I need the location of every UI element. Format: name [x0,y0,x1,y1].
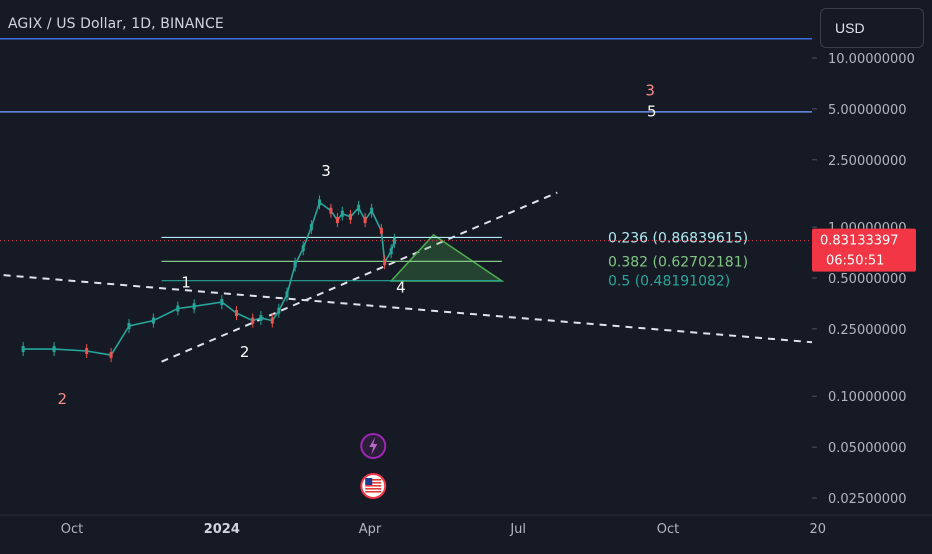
price-point [335,217,339,224]
price-point [389,248,393,255]
lightning-icon [360,433,387,459]
price-point [379,227,383,234]
price-point [259,315,263,322]
x-tick-label: 20 [810,522,827,537]
x-tick-label: Apr [359,522,382,537]
x-tick-label: Oct [657,522,679,537]
fib-level-label: 0.382 (0.62702181) [608,254,748,270]
us-flag-icon [360,473,387,499]
price-point [85,348,89,355]
price-point [318,199,322,206]
y-tick-label: 0.05000000 [828,441,907,456]
price-series [23,201,396,356]
y-tick-label: 0.10000000 [828,390,907,405]
wave-label: 2 [240,343,250,361]
flag-stripe [365,482,382,484]
flag-stripe [365,488,382,490]
wave-label: 5 [647,103,657,121]
price-point [21,346,25,353]
price-point [192,303,196,310]
y-tick-label: 2.50000000 [828,154,907,169]
flag-stripe [365,491,382,493]
price-point [52,346,56,353]
chart-title: AGIX / US Dollar, 1D, BINANCE [8,16,224,32]
price-point [277,307,281,314]
x-tick-label: Oct [61,522,83,537]
price-point [270,317,274,324]
price-point [285,291,289,298]
price-tag [812,228,916,272]
price-point [340,210,344,217]
y-tick-label: 10.00000000 [828,52,915,67]
flag-stripe [365,479,382,481]
fib-level-label: 0.236 (0.86839615) [608,230,748,246]
price-axis-panel [812,0,932,550]
price-point [220,299,224,306]
wave-label: 2 [57,390,67,408]
wave-label: 3 [645,82,655,100]
price-point [251,317,255,324]
y-tick-label: 0.02500000 [828,492,907,507]
wave-label: 3 [321,162,331,180]
price-point [293,261,297,268]
x-tick-label: 2024 [204,522,240,537]
price-point [151,317,155,324]
fib-level-label: 0.5 (0.48191082) [608,274,730,290]
triangle-pattern [389,233,505,282]
wave-label: 4 [396,279,406,297]
x-tick-label: Jul [509,522,526,537]
price-point [357,204,361,211]
price-point [370,207,374,214]
flag-stripe [365,485,382,487]
trendline [161,191,558,363]
trendline [3,274,849,347]
price-point [383,259,387,266]
wave-label: 1 [181,273,191,291]
price-point [301,245,305,252]
lightning-bolt [369,437,378,455]
price-point [329,207,333,214]
price-point [234,310,238,317]
price-point [392,237,396,244]
price-point [176,305,180,312]
y-tick-label: 5.00000000 [828,103,907,118]
flag-canton [365,478,373,485]
price-point [309,224,313,231]
currency-button[interactable]: USD [820,8,924,48]
price-tag-value: 0.83133397 [820,234,899,249]
price-point [109,352,113,359]
price-point [127,323,131,330]
price-point [348,213,352,220]
y-tick-label: 0.25000000 [828,323,907,338]
price-tag-countdown: 06:50:51 [826,254,884,269]
y-tick-label: 0.50000000 [828,272,907,287]
price-point [363,217,367,224]
